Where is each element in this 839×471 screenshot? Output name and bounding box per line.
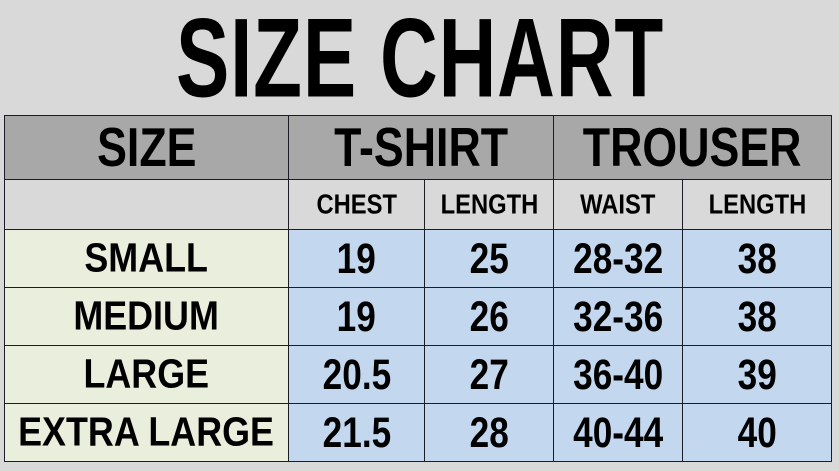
cell-tshirt-length: 26 [424, 287, 554, 346]
sub-header-tshirt-length-label: LENGTH [440, 188, 538, 220]
table-row: LARGE 20.5 27 36-40 39 [4, 345, 832, 404]
cell-size: LARGE [4, 345, 289, 404]
cell-trouser-waist: 40-44 [553, 403, 683, 462]
value-trouser-waist: 28-32 [572, 235, 664, 282]
size-label: MEDIUM [73, 293, 220, 340]
group-header-trouser-label: TROUSER [583, 116, 802, 179]
value-tshirt-length: 26 [469, 293, 509, 340]
cell-size: SMALL [4, 229, 289, 288]
value-tshirt-length: 28 [469, 409, 509, 456]
value-trouser-length: 38 [737, 235, 777, 282]
size-label: LARGE [83, 351, 210, 398]
size-label: EXTRA LARGE [18, 409, 275, 456]
cell-tshirt-chest: 19 [288, 287, 425, 346]
value-trouser-waist: 32-36 [572, 293, 664, 340]
cell-trouser-length: 38 [682, 229, 832, 288]
value-tshirt-length: 27 [469, 351, 509, 398]
table-sub-header-row: CHEST LENGTH WAIST LENGTH [4, 179, 832, 230]
group-header-size: SIZE [4, 115, 289, 180]
cell-tshirt-length: 27 [424, 345, 554, 404]
sub-header-waist: WAIST [553, 179, 683, 230]
value-trouser-length: 39 [737, 351, 777, 398]
cell-size: EXTRA LARGE [4, 403, 289, 462]
cell-trouser-waist: 32-36 [553, 287, 683, 346]
size-chart-table: SIZE T-SHIRT TROUSER CHEST LENGTH [4, 115, 832, 462]
page-title: SIZE CHART [175, 0, 664, 112]
table-group-header-row: SIZE T-SHIRT TROUSER [4, 115, 832, 180]
cell-trouser-length: 38 [682, 287, 832, 346]
sub-header-waist-label: WAIST [580, 188, 656, 220]
value-trouser-waist: 40-44 [572, 409, 664, 456]
table-row: MEDIUM 19 26 32-36 38 [4, 287, 832, 346]
cell-tshirt-length: 25 [424, 229, 554, 288]
sub-header-chest: CHEST [288, 179, 425, 230]
value-tshirt-chest: 19 [336, 293, 377, 340]
table-row: EXTRA LARGE 21.5 28 40-44 40 [4, 403, 832, 462]
group-header-tshirt-label: T-SHIRT [334, 116, 508, 179]
value-trouser-length: 38 [737, 293, 777, 340]
cell-tshirt-chest: 21.5 [288, 403, 425, 462]
cell-trouser-waist: 36-40 [553, 345, 683, 404]
cell-trouser-length: 39 [682, 345, 832, 404]
cell-tshirt-length: 28 [424, 403, 554, 462]
group-header-tshirt: T-SHIRT [288, 115, 554, 180]
cell-tshirt-chest: 19 [288, 229, 425, 288]
group-header-size-label: SIZE [96, 116, 197, 179]
value-trouser-waist: 36-40 [572, 351, 664, 398]
value-tshirt-chest: 21.5 [322, 409, 391, 456]
sub-header-blank [4, 179, 289, 230]
title-band: SIZE CHART [0, 0, 839, 112]
value-trouser-length: 40 [737, 409, 777, 456]
value-tshirt-length: 25 [469, 235, 509, 282]
table-row: SMALL 19 25 28-32 38 [4, 229, 832, 288]
sub-header-trouser-length: LENGTH [682, 179, 832, 230]
size-label: SMALL [84, 235, 209, 282]
cell-trouser-waist: 28-32 [553, 229, 683, 288]
value-tshirt-chest: 19 [336, 235, 377, 282]
sub-header-tshirt-length: LENGTH [424, 179, 554, 230]
cell-tshirt-chest: 20.5 [288, 345, 425, 404]
sub-header-chest-label: CHEST [316, 188, 397, 220]
sub-header-trouser-length-label: LENGTH [708, 188, 806, 220]
cell-size: MEDIUM [4, 287, 289, 346]
value-tshirt-chest: 20.5 [322, 351, 391, 398]
cell-trouser-length: 40 [682, 403, 832, 462]
group-header-trouser: TROUSER [553, 115, 832, 180]
